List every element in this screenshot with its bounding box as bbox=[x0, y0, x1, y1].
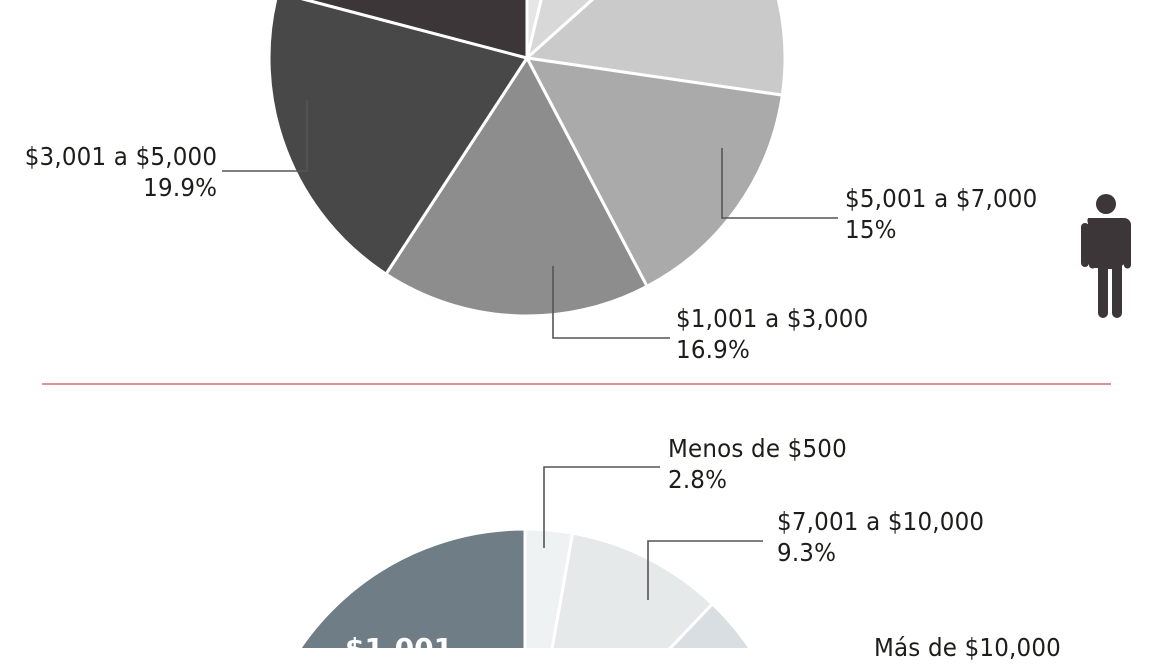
label-range: $5,001 a $7,000 bbox=[845, 184, 1038, 213]
leader-line-1001 bbox=[552, 266, 670, 339]
label-range: $7,001 a $10,000 bbox=[777, 507, 985, 536]
leader-line-7001 bbox=[647, 540, 763, 600]
pie-slice bbox=[300, 0, 529, 60]
infographic: $3,001 a $5,000 19.9% $5,001 a $7,000 15… bbox=[24, 0, 1131, 662]
pie-slice bbox=[525, 0, 787, 97]
label-menos-500: Menos de $500 2.8% bbox=[668, 433, 847, 495]
label-range: Menos de $500 bbox=[668, 434, 847, 463]
section-divider bbox=[42, 383, 1111, 385]
pie-slice bbox=[384, 56, 649, 318]
pie-slice bbox=[267, 0, 529, 276]
leader-line-menos500 bbox=[543, 466, 660, 548]
label-3001-5000: $3,001 a $5,000 19.9% bbox=[25, 141, 217, 203]
leader-line-3001 bbox=[222, 100, 308, 172]
label-percent: 15% bbox=[845, 215, 897, 244]
label-percent: 19.9% bbox=[143, 173, 217, 202]
label-7001-10000: $7,001 a $10,000 9.3% bbox=[777, 506, 984, 568]
pie-slice bbox=[525, 56, 784, 288]
pie-chart-bottom bbox=[298, 527, 752, 648]
label-5001-7000: $5,001 a $7,000 15% bbox=[845, 183, 1037, 245]
label-range: $3,001 a $5,000 bbox=[24, 142, 217, 171]
label-range: $1,001 a $3,000 bbox=[676, 304, 869, 333]
pie-slice bbox=[525, 0, 543, 60]
pie-charts bbox=[222, 0, 838, 648]
pie-slice bbox=[668, 602, 752, 648]
label-percent: 9.3% bbox=[777, 538, 837, 567]
pie-slice bbox=[298, 527, 527, 648]
leader-line-5001 bbox=[721, 148, 838, 219]
male-person-icon bbox=[1081, 194, 1131, 318]
label-percent: 16.9% bbox=[676, 335, 750, 364]
label-percent: 2.8% bbox=[668, 465, 728, 494]
label-1001-3000: $1,001 a $3,000 16.9% bbox=[676, 303, 868, 365]
pie-chart-top bbox=[267, 0, 787, 318]
label-inner-1001: $1,001 bbox=[345, 632, 454, 665]
leader-lines bbox=[222, 100, 838, 600]
